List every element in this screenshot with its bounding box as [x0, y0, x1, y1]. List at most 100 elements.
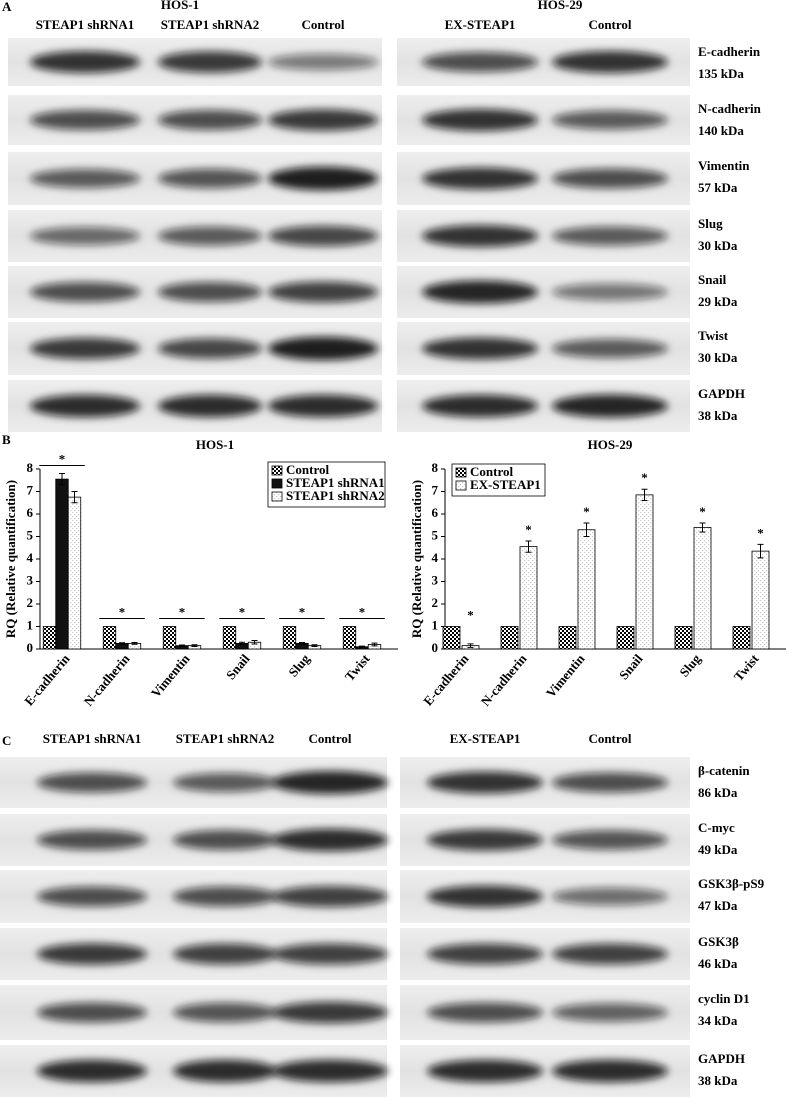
blot-band	[552, 772, 668, 793]
y-tick-label: 5	[27, 527, 34, 542]
blot-band	[552, 830, 668, 850]
bar	[162, 626, 177, 650]
y-tick-label: 2	[27, 595, 34, 610]
protein-name: GSK3β	[698, 934, 739, 949]
blot-band	[552, 339, 668, 358]
panel-label: B	[2, 432, 11, 447]
protein-size: 57 kDa	[698, 180, 738, 195]
protein-size: 135 kDa	[698, 66, 744, 81]
blot-band	[427, 943, 543, 965]
protein-name: Snail	[698, 272, 727, 287]
x-tick-label: Snail	[223, 651, 253, 683]
blot-band	[37, 943, 147, 965]
blot-band	[30, 169, 140, 188]
error-bar	[299, 641, 305, 645]
y-tick-label: 4	[27, 550, 34, 565]
protein-size: 29 kDa	[698, 294, 738, 309]
panel-label: C	[2, 733, 11, 748]
blot-band	[552, 1003, 668, 1022]
bar	[635, 494, 654, 650]
y-tick-label: 3	[27, 572, 34, 587]
bar	[519, 546, 538, 650]
protein-size: 30 kDa	[698, 238, 738, 253]
error-bar	[191, 644, 198, 648]
lane-label: STEAP1 shRNA1	[43, 731, 142, 746]
blot-band	[422, 52, 538, 72]
blot-band	[173, 1059, 277, 1083]
protein-size: 47 kDa	[698, 898, 738, 913]
blot-band	[427, 829, 543, 851]
protein-size: 30 kDa	[698, 350, 738, 365]
y-tick-label: 8	[432, 460, 439, 475]
y-tick-label: 0	[432, 640, 439, 655]
y-tick-label: 5	[432, 527, 439, 542]
bar	[500, 626, 519, 650]
error-bar	[59, 473, 65, 486]
legend-swatch	[271, 491, 283, 502]
blot-band	[552, 1059, 668, 1083]
protein-name: Twist	[698, 328, 729, 343]
blot-band	[268, 53, 378, 71]
blot-band	[173, 1002, 277, 1023]
protein-name: cyclin D1	[698, 991, 750, 1006]
bar	[732, 626, 751, 650]
blot-band	[272, 1001, 388, 1024]
blot-band	[272, 828, 388, 852]
error-bar	[239, 641, 245, 645]
error-bar	[757, 543, 764, 559]
y-axis-label: RQ (Relative quantification)	[409, 480, 424, 638]
bar	[282, 626, 297, 650]
bar	[616, 626, 635, 650]
lane-label: Control	[308, 731, 351, 746]
x-tick-label: E-cadherin	[420, 651, 472, 709]
blot-band	[158, 51, 262, 73]
protein-size: 38 kDa	[698, 1073, 738, 1088]
significance-mark: *	[583, 504, 590, 519]
blot-band	[422, 167, 538, 190]
lane-label: STEAP1 shRNA2	[161, 17, 260, 32]
error-bar	[699, 522, 706, 533]
x-tick-label: N-cadherin	[478, 651, 530, 709]
bar	[222, 626, 237, 650]
blot-band	[268, 336, 378, 361]
protein-name: N-cadherin	[698, 101, 762, 116]
significance-mark: *	[699, 504, 706, 519]
x-tick-label: Snail	[616, 651, 646, 683]
y-tick-label: 8	[27, 460, 34, 475]
blot-band	[30, 110, 140, 130]
blot-band	[427, 771, 543, 794]
error-bar	[71, 491, 78, 504]
bar	[342, 626, 357, 650]
y-tick-label: 2	[432, 595, 439, 610]
bar	[442, 626, 461, 650]
significance-mark: *	[757, 525, 764, 540]
bar	[558, 626, 577, 650]
blot-band	[268, 166, 378, 191]
blot-band	[268, 225, 378, 247]
blot-band	[272, 1059, 388, 1083]
protein-size: 38 kDa	[698, 408, 738, 423]
legend-label: STEAP1 shRNA1	[286, 475, 385, 490]
x-tick-label: Twist	[731, 651, 762, 684]
protein-size: 34 kDa	[698, 1013, 738, 1028]
blot-band	[173, 830, 277, 850]
blot-band	[158, 168, 262, 189]
cell-line-title: HOS-1	[161, 0, 199, 12]
blot-band	[158, 226, 262, 246]
lane-label: Control	[588, 17, 631, 32]
error-bar	[371, 642, 378, 647]
legend-box	[451, 463, 546, 497]
error-bar	[641, 488, 648, 501]
chart-title: HOS-29	[588, 437, 633, 452]
bar	[674, 626, 693, 650]
legend-label: Control	[286, 462, 329, 477]
y-tick-label: 3	[432, 572, 439, 587]
legend-swatch	[455, 467, 467, 478]
lane-label: Control	[301, 17, 344, 32]
y-tick-label: 0	[27, 640, 34, 655]
significance-mark: *	[179, 604, 186, 619]
protein-name: E-cadherin	[698, 44, 761, 59]
blot-band	[173, 886, 277, 907]
blot-band	[427, 1059, 543, 1083]
